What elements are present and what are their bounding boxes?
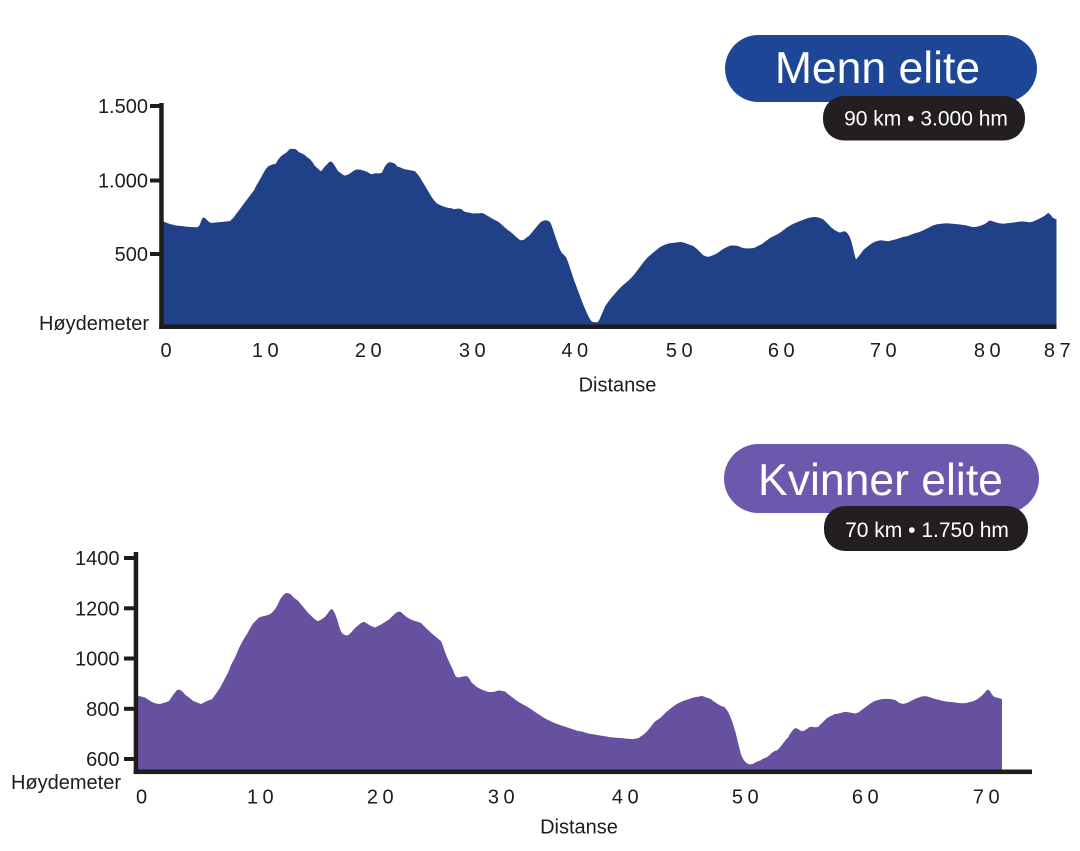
svg-text:70 km • 1.750 hm: 70 km • 1.750 hm <box>845 519 1009 542</box>
svg-text:Menn elite: Menn elite <box>775 44 980 93</box>
svg-text:600: 600 <box>86 749 119 771</box>
svg-text:0: 0 <box>160 340 171 362</box>
svg-text:20: 20 <box>367 787 398 809</box>
svg-text:40: 40 <box>612 787 643 809</box>
svg-text:80: 80 <box>974 340 1005 362</box>
svg-text:0: 0 <box>136 787 147 809</box>
svg-text:30: 30 <box>459 340 490 362</box>
svg-text:70: 70 <box>973 787 1004 809</box>
svg-text:Høydemeter: Høydemeter <box>39 313 149 335</box>
svg-text:50: 50 <box>732 787 763 809</box>
svg-text:Kvinner elite: Kvinner elite <box>758 456 1003 505</box>
svg-text:1400: 1400 <box>75 548 120 570</box>
svg-text:800: 800 <box>86 699 119 721</box>
svg-text:500: 500 <box>115 244 148 266</box>
svg-text:90 km • 3.000 hm: 90 km • 3.000 hm <box>844 108 1008 131</box>
svg-text:Distanse: Distanse <box>579 375 657 397</box>
svg-text:70: 70 <box>870 340 901 362</box>
svg-text:30: 30 <box>488 787 519 809</box>
svg-text:1200: 1200 <box>75 598 120 620</box>
svg-text:40: 40 <box>561 340 592 362</box>
svg-text:1.500: 1.500 <box>98 96 148 118</box>
svg-text:20: 20 <box>355 340 386 362</box>
svg-text:10: 10 <box>252 340 283 362</box>
svg-text:Distanse: Distanse <box>540 817 618 839</box>
svg-text:87: 87 <box>1044 340 1075 362</box>
svg-text:50: 50 <box>666 340 697 362</box>
svg-text:60: 60 <box>768 340 799 362</box>
svg-text:Høydemeter: Høydemeter <box>11 772 121 794</box>
svg-text:1.000: 1.000 <box>98 171 148 193</box>
svg-text:1000: 1000 <box>75 649 120 671</box>
svg-text:60: 60 <box>852 787 883 809</box>
svg-text:10: 10 <box>247 787 278 809</box>
